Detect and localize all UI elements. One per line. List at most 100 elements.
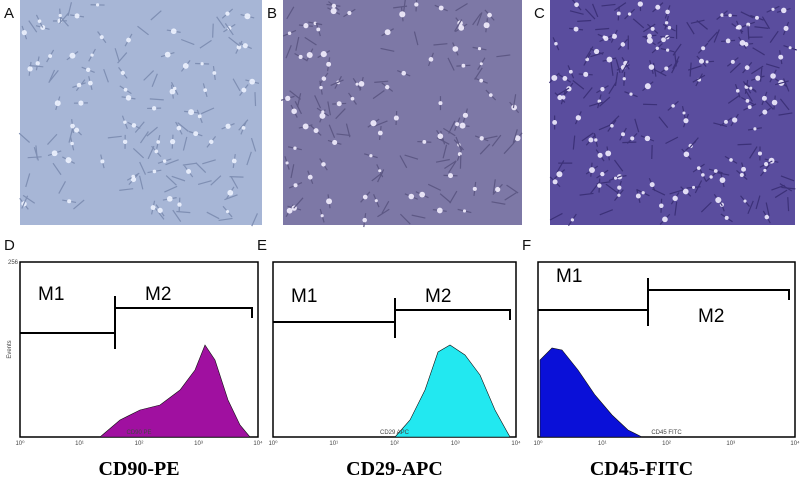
cell [778, 54, 784, 60]
cell-streak [590, 51, 604, 58]
cell [27, 66, 33, 72]
cell-streak [172, 209, 182, 222]
cell [683, 118, 689, 124]
cell-streak [246, 151, 252, 166]
cell [611, 33, 617, 39]
cell-streak [27, 156, 42, 159]
cell-streak [614, 2, 627, 11]
gate-label: M1 [556, 266, 582, 287]
cell-streak [610, 61, 614, 76]
cell-streak [139, 161, 147, 175]
cell-streak [674, 52, 677, 67]
cell-streak [692, 74, 706, 83]
cell [627, 12, 632, 16]
cell [552, 179, 558, 185]
cell-streak [286, 6, 295, 20]
cell-streak [182, 136, 188, 151]
panel-letter: A [4, 5, 14, 22]
y-axis-label: Events [7, 340, 13, 358]
cell [40, 25, 46, 30]
y-max-label: 256 [8, 260, 19, 266]
cell [37, 19, 42, 23]
x-tick-label: 10³ [194, 441, 203, 447]
cell [157, 207, 163, 214]
cell-streak [765, 63, 780, 69]
cell [414, 2, 419, 7]
cell [203, 88, 208, 92]
cell-streak [774, 189, 788, 199]
cell-streak [149, 98, 164, 101]
cell-streak [506, 184, 519, 194]
cell-streak [579, 192, 594, 196]
cell-streak [556, 87, 570, 96]
cell [58, 13, 62, 18]
cell [739, 172, 744, 177]
cell [732, 117, 738, 123]
cell [709, 175, 713, 179]
cell [319, 112, 326, 119]
cell-streak [411, 214, 426, 219]
cell [568, 69, 573, 74]
cell [319, 85, 323, 90]
cell-streak [591, 3, 599, 18]
cell [326, 198, 333, 205]
cell-streak [197, 180, 212, 185]
cell [362, 194, 368, 200]
cell [746, 22, 751, 27]
cell [620, 42, 626, 47]
cell [152, 169, 157, 174]
cell-streak [613, 159, 624, 172]
cell [48, 54, 53, 58]
cell [95, 3, 100, 7]
cell [150, 205, 156, 211]
cell-streak [228, 36, 240, 47]
histogram [394, 344, 511, 438]
cell [672, 195, 678, 202]
cell [635, 193, 641, 199]
cell-streak [455, 2, 468, 12]
cell [665, 48, 670, 52]
x-tick-label: 10² [135, 441, 144, 447]
cell-streak [775, 80, 789, 86]
cell-streak [295, 36, 300, 51]
cell [320, 214, 324, 218]
cell-streak [572, 135, 576, 150]
cell-streak [73, 199, 85, 210]
cell [605, 150, 612, 157]
cell [588, 137, 594, 143]
cell [583, 71, 589, 77]
cell-streak [171, 175, 186, 182]
cell-streak [448, 160, 457, 174]
cell-streak [605, 183, 618, 193]
cell [377, 130, 383, 136]
cell [307, 174, 313, 180]
cell-streak [399, 155, 408, 169]
cell [428, 57, 434, 62]
cell-streak [371, 171, 384, 182]
cell [78, 100, 84, 106]
cell-streak [474, 67, 483, 80]
cell [74, 127, 80, 133]
cell-streak [28, 20, 38, 33]
cell [122, 139, 128, 145]
cell-streak [761, 16, 771, 29]
cell-streak [119, 188, 134, 191]
cell-streak [599, 209, 614, 216]
caption: CD29-APC [346, 458, 443, 480]
cell [557, 95, 563, 101]
cell-streak [58, 181, 67, 194]
cell [667, 25, 672, 30]
cell [151, 106, 157, 111]
cell [131, 174, 136, 179]
cell [671, 104, 675, 108]
cell-streak [696, 20, 708, 30]
cell [193, 131, 199, 137]
cell [306, 51, 313, 58]
cell-streak [442, 144, 448, 159]
cell [188, 109, 195, 116]
cell [649, 182, 655, 188]
cell-streak [202, 159, 216, 165]
cell [743, 199, 747, 203]
cell [701, 46, 706, 51]
cell [70, 123, 75, 129]
